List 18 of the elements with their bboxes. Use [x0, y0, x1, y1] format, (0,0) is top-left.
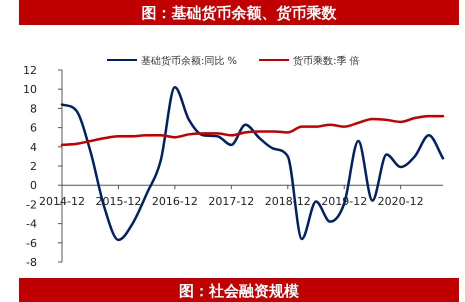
y-tick-label: -4: [26, 218, 37, 231]
y-tick-label: 10: [23, 83, 37, 96]
chart-title: 图：基础货币余额、货币乘数: [142, 4, 338, 22]
y-tick-label: 0: [30, 179, 37, 192]
text: 图：社会融资规模: [179, 282, 300, 300]
x-tick-label: 2017-12: [208, 195, 254, 208]
y-tick-label: -2: [26, 198, 37, 212]
legend-label: 基础货币余额:同比 %: [141, 55, 238, 67]
legend-label: 货币乘数:季 倍: [293, 55, 360, 67]
x-tick-label: 2020-12: [378, 195, 424, 208]
x-tick-label: 2016-12: [152, 195, 198, 208]
y-tick-label: 8: [30, 102, 37, 116]
y-tick-label: 2: [30, 160, 37, 173]
y-tick-label: -6: [26, 236, 37, 250]
y-tick-label: -8: [26, 256, 37, 269]
y-tick-label: 6: [30, 122, 37, 135]
y-tick-label: 4: [30, 140, 37, 154]
y-tick-label: 12: [23, 64, 37, 77]
